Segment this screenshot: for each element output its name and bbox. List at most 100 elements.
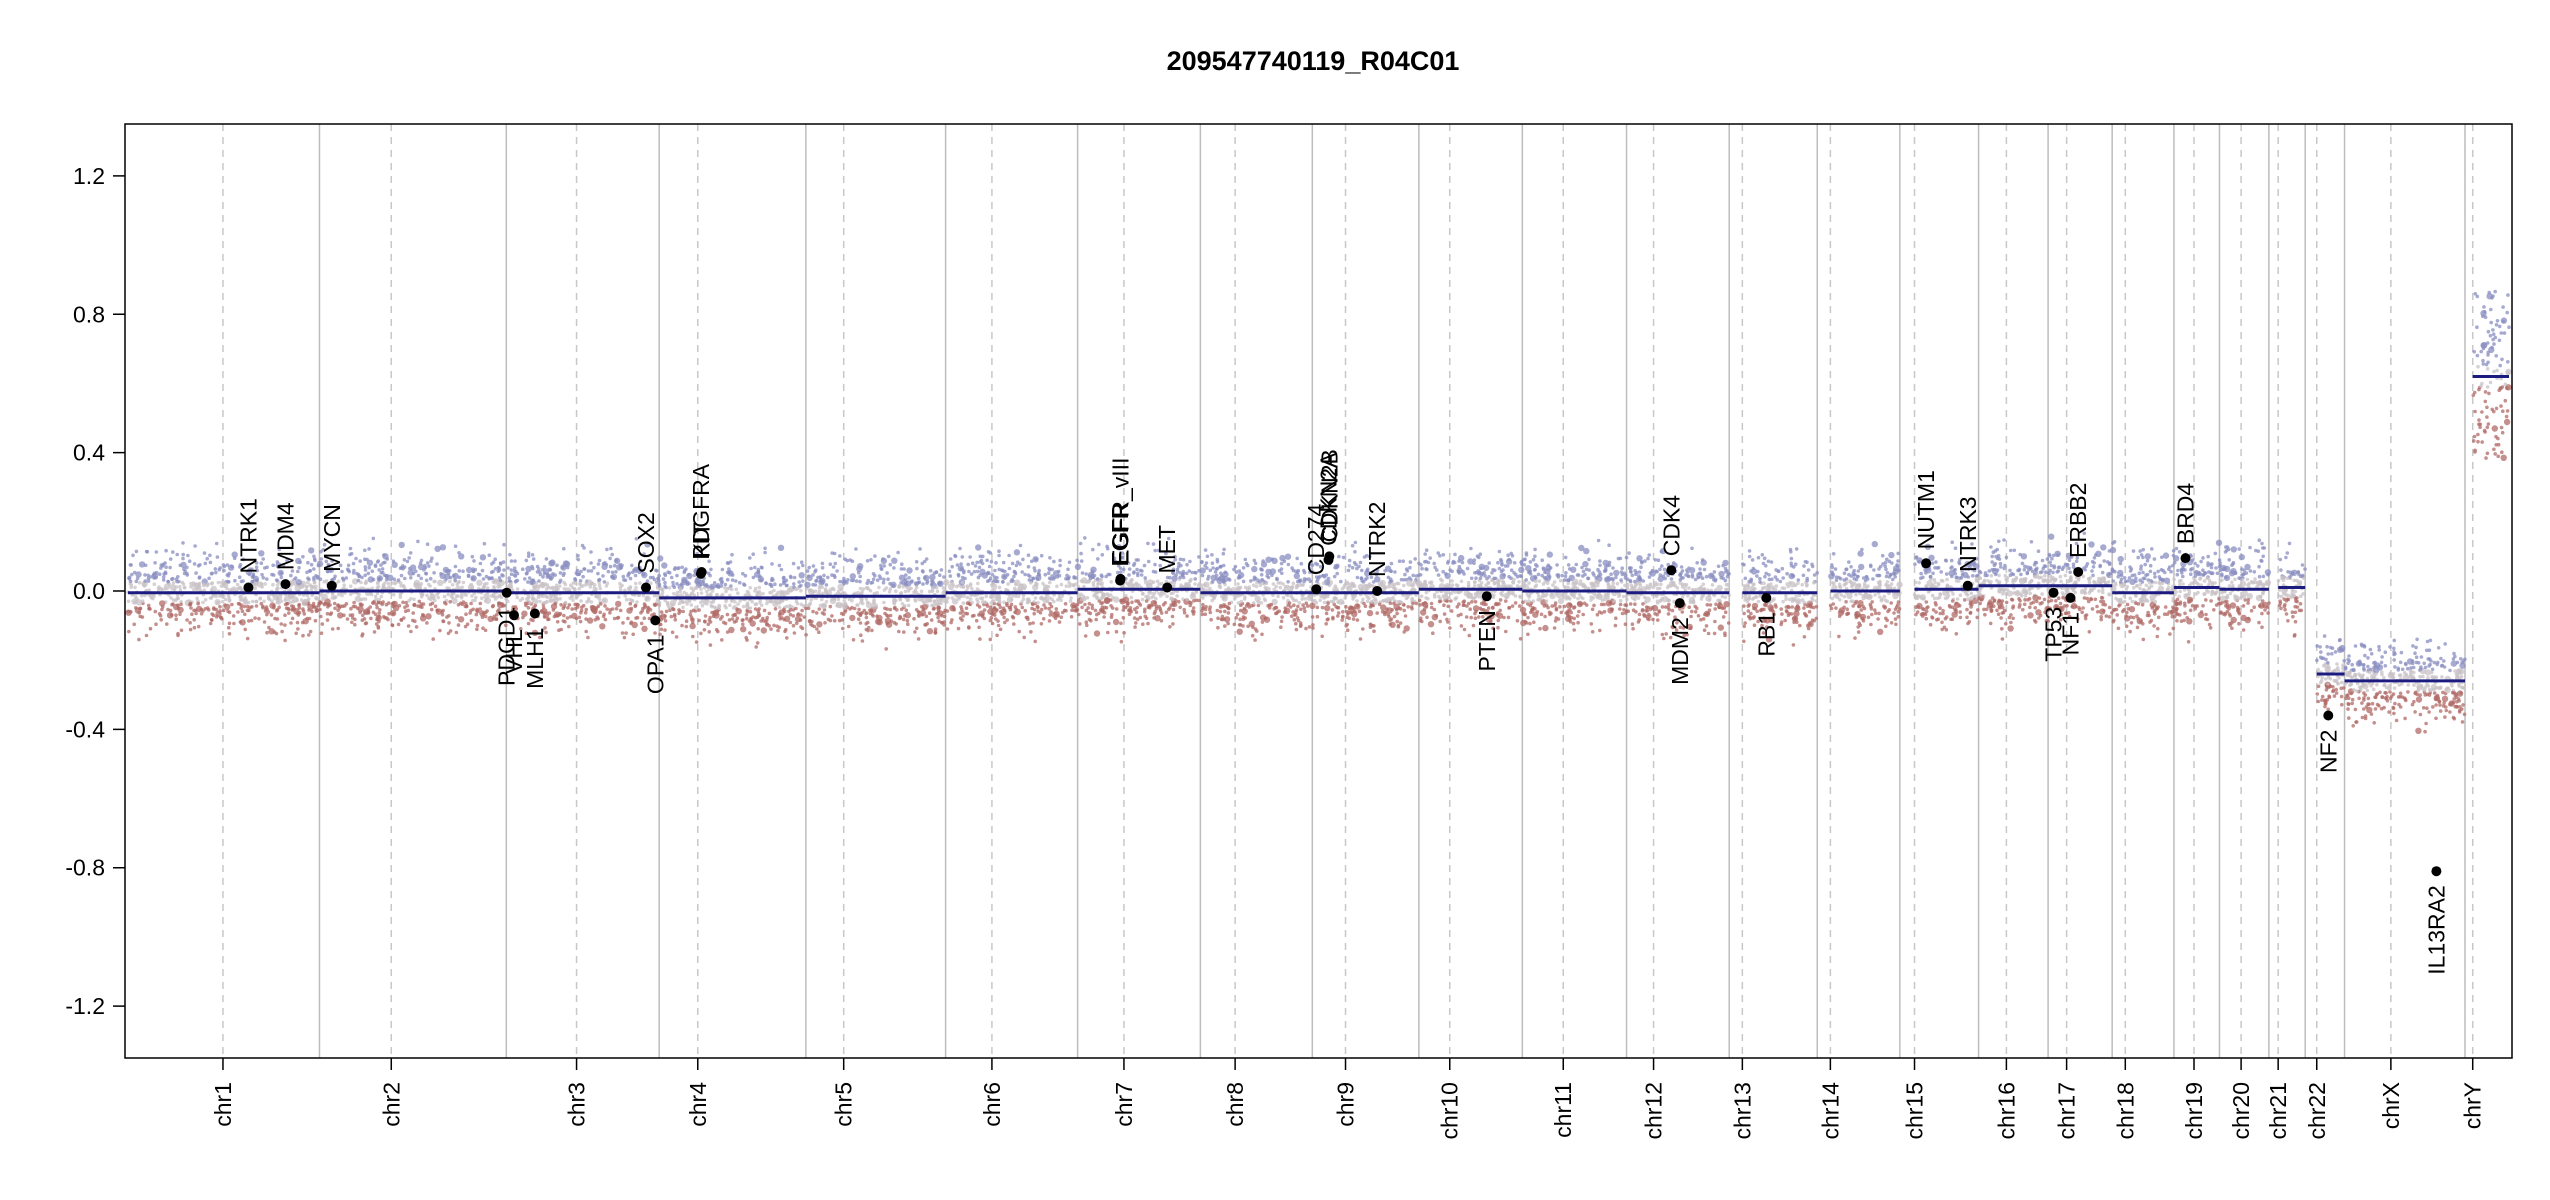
probe-point bbox=[936, 615, 940, 620]
probe-point bbox=[689, 609, 693, 614]
probe-point bbox=[379, 594, 384, 599]
probe-point bbox=[357, 605, 364, 613]
probe-point bbox=[932, 571, 937, 575]
probe-point bbox=[1559, 610, 1564, 615]
probe-point bbox=[1613, 569, 1620, 577]
probe-point bbox=[1566, 563, 1571, 567]
probe-point bbox=[980, 561, 985, 566]
probe-point bbox=[804, 581, 811, 588]
probe-point bbox=[966, 562, 970, 567]
probe-point bbox=[315, 576, 320, 580]
probe-point bbox=[527, 576, 532, 580]
probe-point bbox=[1005, 572, 1010, 577]
probe-point bbox=[609, 546, 613, 551]
probe-point bbox=[529, 617, 533, 622]
probe-point bbox=[1386, 585, 1391, 589]
probe-point bbox=[457, 616, 465, 623]
probe-point bbox=[1279, 567, 1284, 571]
probe-point bbox=[901, 617, 906, 622]
probe-point bbox=[1200, 583, 1204, 588]
probe-point bbox=[1346, 612, 1350, 616]
probe-point bbox=[661, 577, 666, 581]
probe-point bbox=[1277, 609, 1281, 613]
probe-point bbox=[465, 622, 470, 626]
probe-point bbox=[767, 611, 772, 616]
probe-point bbox=[296, 569, 300, 574]
probe-point bbox=[538, 599, 542, 604]
probe-point bbox=[675, 573, 679, 578]
probe-point bbox=[478, 601, 483, 606]
probe-point bbox=[615, 600, 622, 608]
probe-point bbox=[681, 609, 685, 614]
probe-point bbox=[1122, 605, 1126, 609]
probe-point bbox=[461, 580, 466, 585]
probe-point bbox=[733, 612, 737, 617]
probe-point bbox=[1243, 595, 1247, 599]
probe-point bbox=[1035, 582, 1039, 586]
probe-point bbox=[975, 544, 982, 551]
probe-point bbox=[396, 622, 401, 627]
probe-point bbox=[208, 621, 213, 626]
probe-point bbox=[1445, 599, 1449, 603]
probe-point bbox=[1001, 560, 1006, 565]
probe-point bbox=[447, 621, 451, 625]
probe-point bbox=[254, 565, 259, 569]
probe-point bbox=[161, 578, 166, 582]
probe-point bbox=[435, 608, 440, 613]
probe-point bbox=[912, 617, 916, 621]
probe-point bbox=[728, 603, 732, 608]
probe-point bbox=[909, 586, 913, 591]
probe-point bbox=[498, 584, 502, 589]
probe-point bbox=[371, 536, 376, 541]
probe-point bbox=[1119, 621, 1123, 626]
probe-point bbox=[906, 567, 913, 574]
probe-point bbox=[728, 626, 735, 634]
probe-point bbox=[916, 576, 921, 581]
probe-point bbox=[1292, 617, 1297, 622]
probe-point bbox=[1031, 621, 1035, 625]
probe-point bbox=[497, 608, 501, 612]
probe-point bbox=[1218, 605, 1223, 609]
probe-point bbox=[1500, 561, 1504, 566]
probe-point bbox=[1056, 569, 1061, 574]
probe-point bbox=[1269, 602, 1274, 607]
probe-point bbox=[1293, 572, 1301, 580]
probe-point bbox=[314, 609, 319, 613]
probe-point bbox=[1146, 541, 1150, 546]
probe-point bbox=[132, 622, 136, 627]
probe-point bbox=[938, 573, 942, 577]
probe-point bbox=[245, 636, 250, 641]
probe-point bbox=[663, 614, 667, 618]
probe-point bbox=[476, 609, 480, 614]
probe-point bbox=[362, 586, 366, 591]
probe-point bbox=[567, 624, 571, 629]
probe-point bbox=[663, 580, 667, 585]
probe-point bbox=[702, 628, 707, 632]
probe-point bbox=[985, 558, 989, 563]
probe-point bbox=[521, 610, 528, 617]
probe-point bbox=[1192, 598, 1196, 603]
probe-point bbox=[231, 551, 238, 558]
probe-point bbox=[530, 553, 535, 557]
probe-point bbox=[307, 608, 311, 612]
probe-point bbox=[1581, 569, 1586, 574]
probe-point bbox=[407, 569, 414, 576]
probe-point bbox=[250, 567, 254, 571]
probe-point bbox=[375, 617, 379, 622]
probe-point bbox=[1326, 617, 1330, 621]
probe-point bbox=[1223, 609, 1227, 614]
probe-point bbox=[807, 565, 811, 570]
probe-point bbox=[446, 592, 451, 597]
probe-point bbox=[653, 631, 657, 635]
probe-point bbox=[318, 577, 323, 581]
probe-point bbox=[1320, 634, 1324, 639]
probe-point bbox=[188, 620, 192, 625]
probe-point bbox=[1446, 604, 1450, 609]
probe-point bbox=[1242, 606, 1247, 611]
probe-point bbox=[554, 583, 559, 588]
probe-point bbox=[128, 579, 133, 584]
probe-point bbox=[506, 599, 510, 604]
probe-point bbox=[1078, 541, 1083, 546]
probe-point bbox=[1438, 554, 1442, 558]
probe-point bbox=[741, 604, 746, 609]
